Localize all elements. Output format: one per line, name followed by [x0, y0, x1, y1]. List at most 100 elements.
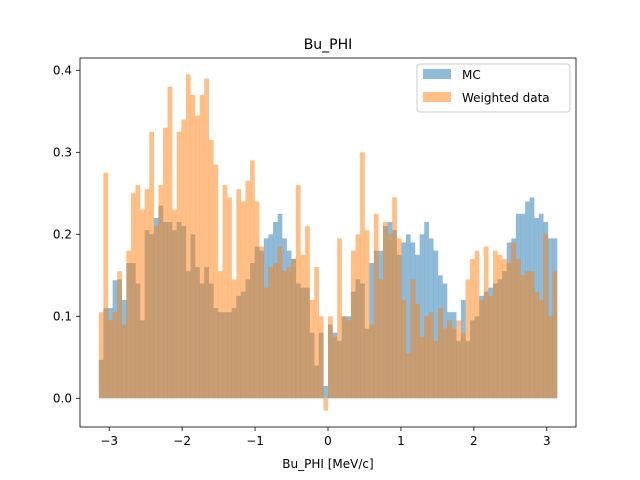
weighted-data-bar — [158, 185, 164, 399]
weighted-data-bar — [286, 267, 292, 399]
weighted-data-bar — [428, 312, 434, 399]
weighted-data-bar — [208, 140, 214, 399]
weighted-data-bar — [236, 189, 242, 399]
x-tick-label: 1 — [397, 434, 405, 448]
mc-bar — [433, 250, 439, 399]
weighted-data-bar — [163, 127, 168, 399]
weighted-data-bar — [534, 291, 539, 399]
y-tick-label: 0.4 — [53, 63, 72, 77]
legend-label-mc: MC — [462, 68, 481, 82]
weighted-data-bar — [277, 246, 283, 399]
weighted-data-bar — [387, 234, 393, 399]
x-tick-label: 0 — [324, 434, 332, 448]
legend: MC Weighted data — [416, 63, 571, 113]
weighted-data-bar — [470, 258, 475, 399]
weighted-data-bar — [126, 250, 132, 399]
weighted-data-bar — [341, 316, 347, 399]
legend-frame — [416, 63, 571, 113]
weighted-data-bar — [245, 181, 251, 399]
weighted-data-bar — [153, 226, 159, 399]
weighted-data-bar — [337, 238, 342, 399]
weighted-data-bar — [355, 234, 361, 399]
weighted-data-bar — [204, 78, 209, 399]
weighted-data-bar — [383, 222, 388, 399]
x-axis-label: Bu_PHI [MeV/c] — [282, 457, 373, 471]
weighted-data-bar — [378, 279, 384, 399]
weighted-data-bar — [433, 340, 439, 399]
weighted-data-bar — [121, 324, 127, 399]
mc-bar — [424, 222, 429, 399]
weighted-data-bar — [529, 271, 535, 399]
mc-bar — [405, 234, 411, 399]
weighted-data-bar — [479, 299, 484, 399]
weighted-data-bar — [135, 185, 141, 399]
chart-title: Bu_PHI — [304, 37, 353, 53]
weighted-data-bar — [483, 246, 489, 399]
weighted-data-bar — [350, 250, 356, 399]
weighted-data-bar — [437, 308, 443, 399]
weighted-data-bar — [181, 119, 187, 399]
weighted-data-bar — [140, 209, 145, 399]
weighted-data-bar — [465, 279, 471, 399]
weighted-data-bar — [295, 185, 301, 399]
weighted-data-bar — [218, 271, 223, 399]
x-tick-label: −1 — [246, 434, 264, 448]
weighted-data-bar — [318, 316, 324, 399]
y-tick-label: 0.3 — [53, 145, 72, 159]
weighted-data-bar — [117, 271, 122, 399]
x-axis-ticks: −3 −2 −1 0 1 2 3 — [100, 427, 551, 448]
weighted-data-bar — [424, 316, 429, 399]
weighted-data-bar — [332, 336, 338, 399]
weighted-data-bar — [488, 295, 494, 399]
weighted-data-bar — [373, 213, 379, 399]
y-tick-label: 0.1 — [53, 309, 72, 323]
weighted-data-bar — [405, 353, 411, 399]
weighted-data-bar — [442, 328, 448, 399]
weighted-data-bar — [305, 226, 310, 399]
legend-label-weighted-data: Weighted data — [462, 91, 550, 105]
weighted-data-bar — [401, 299, 407, 399]
weighted-data-bar — [360, 152, 365, 399]
weighted-data-bar — [396, 238, 402, 399]
x-tick-label: 3 — [543, 434, 551, 448]
weighted-data-bar — [108, 320, 113, 399]
weighted-data-bar — [176, 131, 182, 399]
weighted-data-bar — [419, 336, 425, 399]
weighted-data-bar — [103, 172, 109, 399]
weighted-data-bar — [222, 185, 228, 399]
weighted-data-bar — [447, 320, 452, 399]
legend-swatch-mc — [423, 69, 451, 79]
weighted-data-bar — [167, 86, 173, 399]
weighted-data-bar — [451, 328, 457, 399]
weighted-data-bar — [300, 254, 306, 399]
weighted-data-bar — [199, 94, 205, 399]
weighted-data-bar — [525, 271, 530, 399]
weighted-data-bar — [149, 131, 154, 399]
weighted-data-bar — [130, 193, 136, 399]
y-axis-ticks: 0.0 0.1 0.2 0.3 0.4 — [53, 63, 80, 405]
weighted-data-bar — [268, 267, 274, 399]
weighted-data-bar — [250, 160, 255, 399]
weighted-data-bar — [474, 250, 480, 399]
weighted-data-bar — [314, 267, 319, 399]
x-tick-label: −3 — [100, 434, 118, 448]
weighted-data-bar — [547, 316, 553, 399]
weighted-data-bar — [254, 201, 260, 399]
x-tick-label: 2 — [470, 434, 478, 448]
weighted-data-bar — [538, 299, 544, 399]
weighted-data-bar — [492, 250, 498, 399]
weighted-data-bar — [98, 312, 104, 399]
weighted-data-bar — [502, 258, 507, 399]
weighted-data-bar — [213, 164, 219, 399]
weighted-data-bar — [282, 271, 287, 399]
weighted-data-bar — [460, 332, 466, 399]
weighted-data-bar — [520, 275, 526, 399]
weighted-data-bar — [552, 271, 558, 399]
weighted-data-bar — [172, 209, 177, 399]
x-tick-label: −2 — [173, 434, 191, 448]
weighted-data-series-bars — [98, 74, 558, 411]
mc-bar — [419, 234, 425, 399]
weighted-data-bar — [144, 189, 150, 399]
weighted-data-bar — [515, 258, 521, 399]
